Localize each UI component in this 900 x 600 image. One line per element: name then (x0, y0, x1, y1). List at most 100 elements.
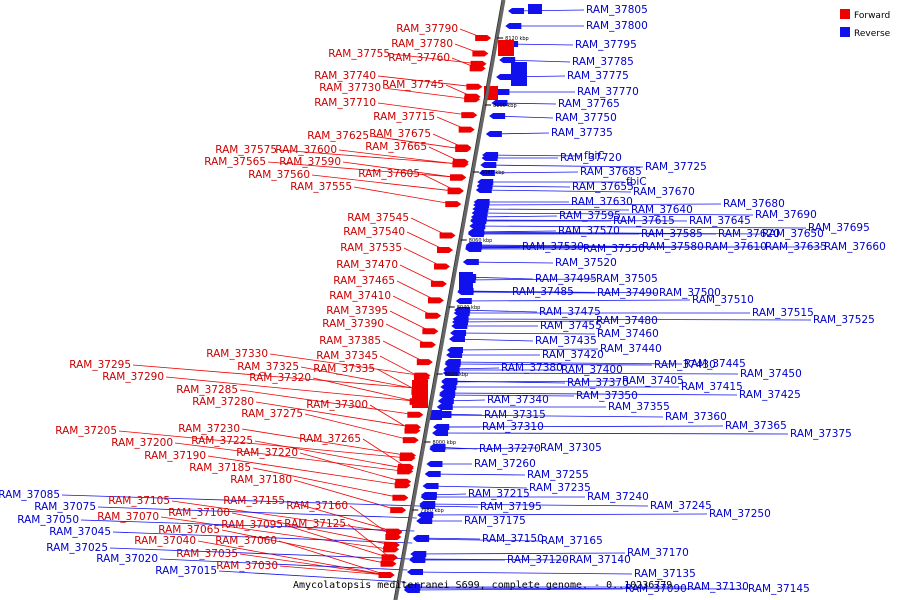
reverse-gene-label[interactable]: RAM_37720 (560, 152, 622, 164)
forward-gene-label[interactable]: RAM_37410 (329, 290, 391, 302)
reverse-gene-label[interactable]: RAM_37445 (684, 358, 746, 370)
reverse-gene[interactable] (436, 404, 453, 410)
reverse-gene-label[interactable]: fbiC (626, 176, 647, 188)
reverse-gene-label[interactable]: RAM_37455 (540, 320, 602, 332)
forward-gene-label[interactable]: RAM_37095 (221, 519, 283, 531)
reverse-gene-label[interactable]: RAM_37045 (49, 526, 111, 538)
reverse-gene[interactable] (441, 379, 458, 385)
reverse-gene[interactable] (409, 556, 426, 562)
reverse-gene-label[interactable]: RAM_37595 (559, 210, 621, 222)
reverse-gene-label[interactable]: RAM_37550 (583, 243, 645, 255)
forward-gene-label[interactable]: RAM_37065 (158, 524, 220, 536)
forward-gene-label[interactable]: RAM_37535 (340, 242, 402, 254)
forward-gene-label[interactable]: RAM_37780 (391, 38, 453, 50)
forward-gene-label[interactable]: RAM_37565 (204, 156, 266, 168)
forward-gene-label[interactable]: RAM_37290 (102, 371, 164, 383)
reverse-gene[interactable] (470, 217, 487, 223)
reverse-gene-label[interactable]: RAM_37515 (752, 307, 814, 319)
forward-gene-label[interactable]: RAM_37625 (307, 130, 369, 142)
reverse-gene[interactable] (505, 23, 522, 29)
reverse-gene[interactable] (496, 74, 513, 80)
reverse-gene-label[interactable]: RAM_37425 (739, 389, 801, 401)
reverse-gene[interactable] (469, 223, 486, 229)
reverse-gene-label[interactable]: RAM_37350 (576, 390, 638, 402)
reverse-gene[interactable] (426, 461, 443, 467)
reverse-gene-label[interactable]: RAM_37630 (571, 196, 633, 208)
forward-gene-label[interactable]: RAM_37675 (369, 128, 431, 140)
reverse-gene-label[interactable]: RAM_37370 (567, 377, 629, 389)
reverse-gene[interactable] (489, 113, 506, 119)
reverse-gene-label[interactable]: RAM_37765 (558, 98, 620, 110)
reverse-gene-label[interactable]: RAM_37260 (474, 458, 536, 470)
reverse-gene-label[interactable]: RAM_37090 (625, 583, 687, 595)
forward-gene-label[interactable]: RAM_37345 (316, 350, 378, 362)
reverse-gene[interactable] (416, 518, 433, 524)
forward-gene-label[interactable]: RAM_37385 (319, 335, 381, 347)
reverse-gene-label[interactable]: RAM_37685 (580, 166, 642, 178)
reverse-gene[interactable] (407, 569, 424, 575)
reverse-gene-label[interactable]: RAM_37805 (586, 4, 648, 16)
reverse-gene-label[interactable]: RAM_37505 (596, 273, 658, 285)
reverse-gene-label[interactable]: RAM_37655 (572, 181, 634, 193)
forward-gene-label[interactable]: RAM_37470 (336, 259, 398, 271)
forward-gene-label[interactable]: RAM_37285 (176, 384, 238, 396)
reverse-gene[interactable] (482, 152, 499, 158)
reverse-gene-label[interactable]: RAM_37015 (155, 565, 217, 577)
reverse-gene-label[interactable]: RAM_37305 (540, 442, 602, 454)
forward-gene-label[interactable]: RAM_37320 (249, 372, 311, 384)
reverse-gene[interactable] (432, 430, 449, 436)
forward-gene[interactable] (392, 494, 409, 501)
reverse-gene-label[interactable]: RAM_37660 (824, 241, 886, 253)
reverse-gene-label[interactable]: RAM_37770 (577, 86, 639, 98)
reverse-gene[interactable] (454, 307, 471, 313)
reverse-gene-label[interactable]: RAM_37530 (522, 241, 584, 253)
forward-gene-label[interactable]: RAM_37265 (299, 433, 361, 445)
reverse-gene[interactable] (410, 551, 427, 557)
reverse-gene[interactable] (422, 483, 439, 489)
reverse-gene-label[interactable]: RAM_37170 (627, 547, 689, 559)
reverse-gene-label[interactable]: RAM_37250 (709, 508, 771, 520)
reverse-gene-label[interactable]: RAM_37480 (596, 315, 658, 327)
reverse-gene[interactable] (480, 162, 497, 168)
reverse-gene[interactable] (448, 336, 465, 342)
reverse-gene-label[interactable]: RAM_37640 (631, 204, 693, 216)
forward-gene[interactable] (399, 455, 416, 461)
reverse-gene-label[interactable]: RAM_37140 (569, 554, 631, 566)
reverse-gene[interactable] (420, 494, 437, 500)
forward-gene-label[interactable]: RAM_37390 (322, 318, 384, 330)
forward-gene-label[interactable]: RAM_37715 (373, 111, 435, 123)
reverse-gene-label[interactable]: fbiC (584, 150, 605, 162)
reverse-gene-label[interactable]: RAM_37695 (808, 222, 870, 234)
reverse-gene[interactable] (429, 446, 446, 452)
forward-gene[interactable] (434, 263, 451, 270)
forward-gene-label[interactable]: RAM_37070 (97, 511, 159, 523)
reverse-gene-label[interactable]: RAM_37420 (542, 349, 604, 361)
forward-gene-label[interactable]: RAM_37555 (290, 181, 352, 193)
forward-gene[interactable] (466, 83, 483, 90)
reverse-gene[interactable] (508, 8, 525, 14)
reverse-gene-label[interactable]: RAM_37245 (650, 500, 712, 512)
reverse-gene-label[interactable]: RAM_37620 (718, 228, 780, 240)
reverse-gene-label[interactable]: RAM_37525 (813, 314, 875, 326)
reverse-gene[interactable] (511, 62, 527, 86)
reverse-gene-label[interactable]: RAM_37365 (725, 420, 787, 432)
forward-gene-label[interactable]: RAM_37230 (178, 423, 240, 435)
forward-gene-label[interactable]: RAM_37600 (275, 144, 337, 156)
forward-gene[interactable] (437, 247, 453, 253)
reverse-gene-label[interactable]: RAM_37610 (705, 241, 767, 253)
reverse-gene[interactable] (473, 199, 490, 205)
reverse-gene-label[interactable]: RAM_37775 (567, 70, 629, 82)
forward-gene[interactable] (380, 560, 397, 567)
reverse-gene-label[interactable]: RAM_37650 (762, 228, 824, 240)
reverse-gene[interactable] (433, 424, 450, 430)
reverse-gene-label[interactable]: RAM_37235 (529, 482, 591, 494)
reverse-gene[interactable] (447, 347, 463, 353)
reverse-gene-label[interactable]: RAM_37645 (689, 215, 751, 227)
reverse-gene-label[interactable]: RAM_37195 (480, 501, 542, 513)
forward-gene-label[interactable]: RAM_37060 (215, 535, 277, 547)
forward-gene[interactable] (413, 375, 430, 382)
forward-gene-label[interactable]: RAM_37220 (236, 447, 298, 459)
reverse-gene-label[interactable]: RAM_37500 (659, 287, 721, 299)
reverse-gene[interactable] (430, 410, 442, 420)
forward-gene-label[interactable]: RAM_37275 (241, 408, 303, 420)
